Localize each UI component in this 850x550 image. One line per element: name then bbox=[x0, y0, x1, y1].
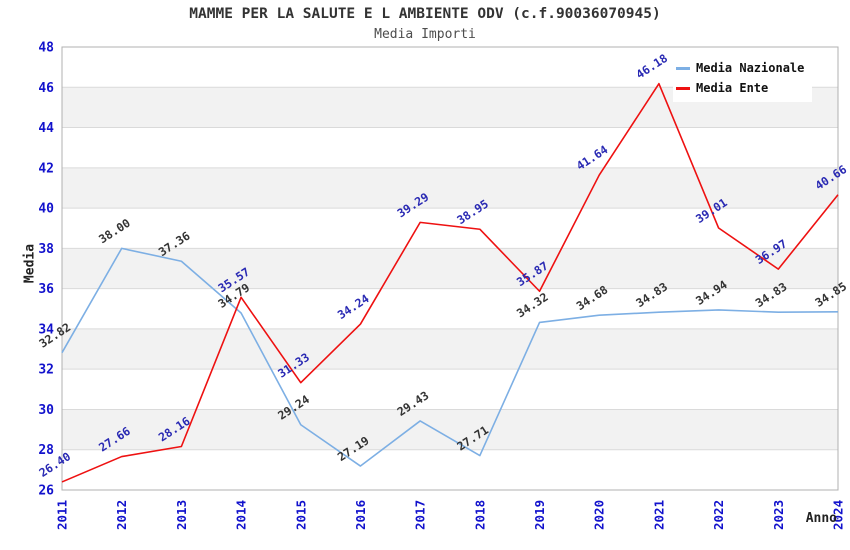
plot-band bbox=[62, 127, 838, 168]
plot-band bbox=[62, 328, 838, 370]
y-tick-label: 36 bbox=[38, 282, 54, 297]
x-axis-label: Anno bbox=[805, 511, 837, 526]
chart-title: MAMME PER LA SALUTE E L AMBIENTE ODV (c.… bbox=[189, 6, 661, 22]
y-tick-label: 30 bbox=[38, 403, 54, 418]
plot-band bbox=[62, 248, 838, 289]
x-tick-label: 2024 bbox=[831, 500, 846, 530]
x-tick-label: 2019 bbox=[532, 500, 547, 530]
y-tick-label: 48 bbox=[38, 41, 54, 56]
plot-band bbox=[62, 288, 838, 329]
chart-subtitle: Media Importi bbox=[374, 27, 476, 42]
legend-item-media-nazionale: Media Nazionale bbox=[676, 58, 812, 78]
y-tick-label: 34 bbox=[38, 322, 54, 337]
y-tick-label: 28 bbox=[38, 443, 54, 458]
plot-border bbox=[61, 46, 839, 491]
y-tick-label: 32 bbox=[38, 363, 54, 378]
legend-label-media-ente: Media Ente bbox=[696, 81, 769, 95]
x-tick-label: 2023 bbox=[771, 500, 786, 530]
y-tick-label: 38 bbox=[38, 242, 54, 257]
x-tick-label: 2011 bbox=[55, 500, 70, 530]
x-tick-label: 2022 bbox=[711, 500, 726, 530]
x-tick-label: 2020 bbox=[592, 500, 607, 530]
x-tick-label: 2016 bbox=[353, 500, 368, 530]
legend-swatch-media-nazionale bbox=[676, 66, 690, 70]
legend: Media Nazionale Media Ente bbox=[673, 56, 812, 102]
plot-band bbox=[62, 449, 838, 490]
y-tick-label: 42 bbox=[38, 161, 54, 176]
y-axis-label: Media bbox=[22, 243, 38, 284]
y-tick-label: 44 bbox=[38, 121, 54, 136]
plot-band bbox=[62, 167, 838, 209]
y-tick-label: 40 bbox=[38, 202, 54, 217]
plot-band bbox=[62, 208, 838, 249]
x-tick-label: 2015 bbox=[293, 500, 308, 530]
series-line-media-nazionale bbox=[61, 247, 839, 467]
legend-label-media-nazionale: Media Nazionale bbox=[696, 61, 805, 75]
y-tick-label: 46 bbox=[38, 81, 54, 96]
x-tick-label: 2012 bbox=[114, 500, 129, 530]
x-tick-label: 2014 bbox=[234, 500, 249, 530]
plot-band bbox=[62, 369, 838, 410]
x-tick-label: 2017 bbox=[413, 500, 428, 530]
x-tick-label: 2013 bbox=[174, 500, 189, 530]
y-tick-label: 26 bbox=[38, 484, 54, 499]
x-tick-label: 2021 bbox=[651, 500, 666, 530]
x-tick-label: 2018 bbox=[472, 500, 487, 530]
legend-item-media-ente: Media Ente bbox=[676, 78, 812, 98]
series-line-media-ente bbox=[61, 82, 839, 483]
legend-swatch-media-ente bbox=[676, 86, 690, 90]
plot-band bbox=[62, 409, 838, 450]
